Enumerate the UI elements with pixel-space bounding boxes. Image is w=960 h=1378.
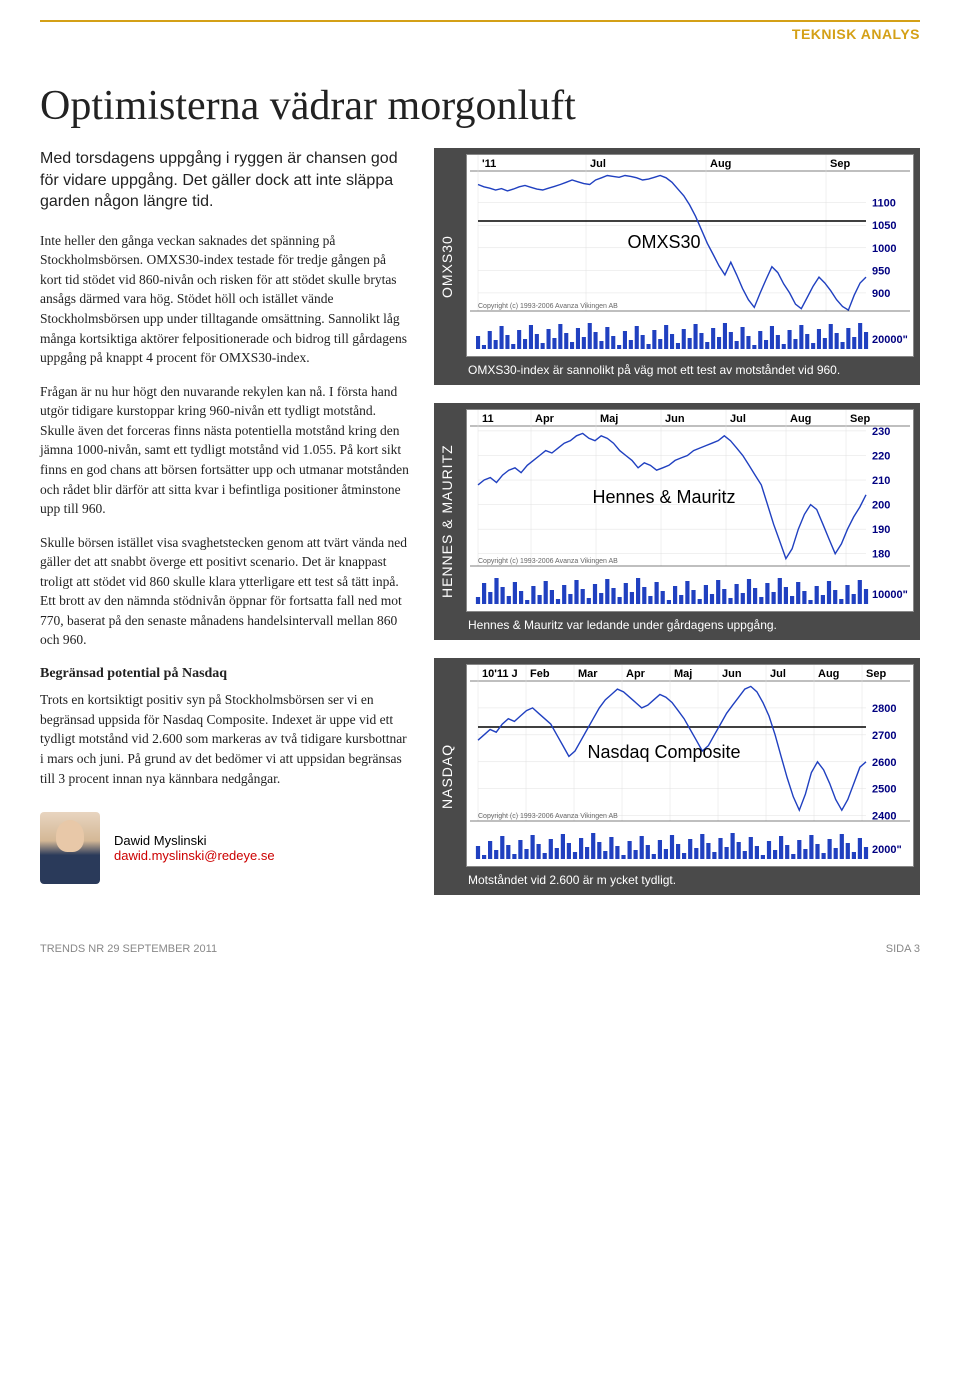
author-name: Dawid Myslinski (114, 833, 275, 848)
chart-area-nasdaq: 10'11 J Feb Mar Apr Maj Jun Jul Aug Sep 2800 2700 2… (460, 658, 920, 895)
svg-text:230: 230 (872, 426, 890, 438)
article-headline: Optimisterna vädrar morgonluft (40, 82, 920, 130)
chart-caption-nasdaq: Motståndet vid 2.600 är m ycket tydligt. (466, 867, 914, 889)
chart-canvas-hm: 11 Apr Maj Jun Jul Aug Sep230 220 210 200 190 180 He… (466, 409, 914, 612)
article-body: Inte heller den gånga veckan saknades de… (40, 231, 410, 788)
author-photo (40, 812, 100, 884)
svg-text:200: 200 (872, 500, 890, 512)
footer-right: SIDA 3 (886, 943, 920, 955)
svg-text:Sep: Sep (866, 668, 886, 680)
svg-text:Apr: Apr (626, 668, 646, 680)
chart-side-label-omxs30: OMXS30 (434, 148, 460, 385)
subheading: Begränsad potential på Nasdaq (40, 664, 410, 684)
svg-text:Aug: Aug (710, 158, 731, 170)
svg-text:OMXS30: OMXS30 (627, 232, 700, 252)
chart-side-label-nasdaq: NASDAQ (434, 658, 460, 895)
svg-text:950: 950 (872, 265, 890, 277)
chart-canvas-omxs30: '11 Jul Aug Sep 1100 1050 1000 950 900 OMXS30 Copy… (466, 154, 914, 357)
svg-text:2600: 2600 (872, 757, 896, 769)
svg-text:Jun: Jun (665, 413, 685, 425)
svg-text:Jun: Jun (722, 668, 742, 680)
paragraph-4: Trots en kortsiktigt positiv syn på Stoc… (40, 690, 410, 788)
author-text: Dawid Myslinski dawid.myslinski@redeye.s… (114, 833, 275, 863)
svg-text:220: 220 (872, 450, 890, 462)
svg-text:Sep: Sep (830, 158, 850, 170)
svg-text:1000: 1000 (872, 243, 896, 255)
svg-text:190: 190 (872, 524, 890, 536)
svg-text:Copyright (c) 1993-2006 Avanza: Copyright (c) 1993-2006 Avanza Vikingen … (478, 303, 618, 310)
svg-text:Copyright (c) 1993-2006 Avanza: Copyright (c) 1993-2006 Avanza Vikingen … (478, 813, 618, 820)
paragraph-1: Inte heller den gånga veckan saknades de… (40, 231, 410, 368)
svg-text:2500: 2500 (872, 784, 896, 796)
two-column-layout: Med torsdagens uppgång i ryggen är chans… (40, 148, 920, 913)
chart-side-label-hm: HENNES & MAURITZ (434, 403, 460, 640)
svg-text:Maj: Maj (600, 413, 618, 425)
chart-block-omxs30: OMXS30 '11 Jul Aug Sep 1100 1050 1000 950 900 OMX… (434, 148, 920, 385)
text-column: Med torsdagens uppgång i ryggen är chans… (40, 148, 410, 913)
svg-text:Apr: Apr (535, 413, 555, 425)
svg-text:1050: 1050 (872, 220, 896, 232)
category-label: TEKNISK ANALYS (40, 20, 920, 42)
svg-text:900: 900 (872, 288, 890, 300)
chart-area-hm: 11 Apr Maj Jun Jul Aug Sep230 220 210 200 190 180 He… (460, 403, 920, 640)
chart-block-hm: HENNES & MAURITZ 11 Apr Maj Jun Jul Aug Sep230… (434, 403, 920, 640)
svg-text:'11: '11 (482, 158, 496, 170)
chart-area-omxs30: '11 Jul Aug Sep 1100 1050 1000 950 900 OMXS30 Copy… (460, 148, 920, 385)
paragraph-2: Frågan är nu hur högt den nuvarande reky… (40, 382, 410, 519)
svg-text:Jul: Jul (730, 413, 746, 425)
svg-text:210: 210 (872, 475, 890, 487)
svg-text:Jul: Jul (590, 158, 606, 170)
svg-text:Aug: Aug (790, 413, 811, 425)
svg-text:11: 11 (482, 413, 494, 425)
chart-caption-hm: Hennes & Mauritz var ledande under gårda… (466, 612, 914, 634)
svg-text:Maj: Maj (674, 668, 692, 680)
charts-column: OMXS30 '11 Jul Aug Sep 1100 1050 1000 950 900 OMX… (434, 148, 920, 913)
svg-text:Feb: Feb (530, 668, 550, 680)
svg-text:Jul: Jul (770, 668, 786, 680)
svg-text:10'11 J: 10'11 J (482, 668, 518, 680)
author-email: dawid.myslinski@redeye.se (114, 848, 275, 863)
svg-text:2800: 2800 (872, 703, 896, 715)
chart-caption-omxs30: OMXS30-index är sannolikt på väg mot ett… (466, 357, 914, 379)
svg-text:Mar: Mar (578, 668, 598, 680)
svg-text:2000": 2000" (872, 844, 902, 856)
svg-text:10000": 10000" (872, 589, 908, 601)
chart-block-nasdaq: NASDAQ 10'11 J Feb Mar Apr Maj Jun Jul Aug Sep 28… (434, 658, 920, 895)
svg-text:20000": 20000" (872, 334, 908, 346)
lead-paragraph: Med torsdagens uppgång i ryggen är chans… (40, 148, 410, 213)
footer-left: TRENDS NR 29 SEPTEMBER 2011 (40, 943, 217, 955)
author-block: Dawid Myslinski dawid.myslinski@redeye.s… (40, 812, 410, 884)
svg-text:Hennes & Mauritz: Hennes & Mauritz (592, 487, 735, 507)
svg-text:Copyright (c) 1993-2006 Avanza: Copyright (c) 1993-2006 Avanza Vikingen … (478, 558, 618, 565)
svg-text:2700: 2700 (872, 730, 896, 742)
chart-canvas-nasdaq: 10'11 J Feb Mar Apr Maj Jun Jul Aug Sep 2800 2700 2… (466, 664, 914, 867)
svg-text:Nasdaq Composite: Nasdaq Composite (587, 742, 740, 762)
page-footer: TRENDS NR 29 SEPTEMBER 2011 SIDA 3 (40, 943, 920, 955)
svg-text:180: 180 (872, 549, 890, 561)
svg-text:1100: 1100 (872, 198, 896, 210)
svg-text:Sep: Sep (850, 413, 870, 425)
svg-text:Aug: Aug (818, 668, 839, 680)
paragraph-3: Skulle börsen istället visa svaghetsteck… (40, 533, 410, 650)
